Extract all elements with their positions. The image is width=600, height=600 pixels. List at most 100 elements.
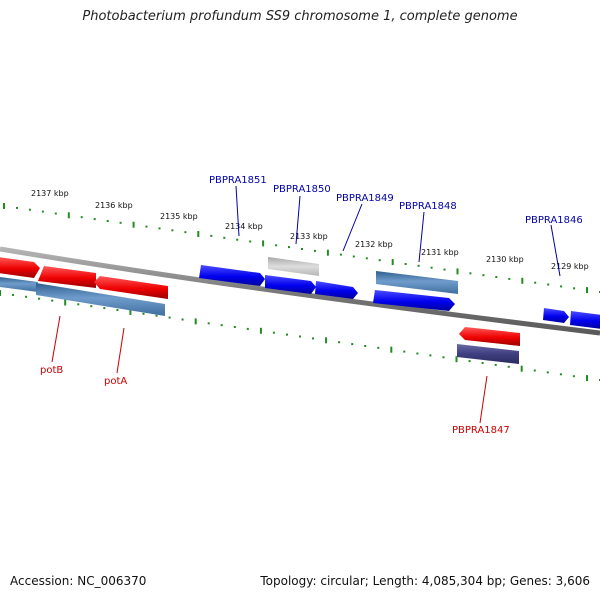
scale-minor-tick bbox=[51, 299, 54, 302]
forward-gene-next[interactable] bbox=[570, 311, 600, 329]
scale-minor-tick bbox=[25, 295, 28, 298]
scale-minor-tick bbox=[103, 307, 106, 310]
forward-gene-PBPRA1849[interactable] bbox=[315, 281, 358, 299]
scale-label: 2137 kbp bbox=[31, 189, 69, 198]
scale-minor-tick bbox=[142, 312, 145, 315]
scale-minor-tick bbox=[90, 305, 93, 308]
scale-label: 2130 kbp bbox=[486, 255, 524, 264]
cds-block-PBPRA1848[interactable] bbox=[376, 271, 458, 294]
gene-label-potB[interactable]: potB bbox=[40, 365, 63, 376]
scale-minor-tick bbox=[403, 350, 406, 353]
scale-major-tick bbox=[456, 268, 459, 275]
leader-line bbox=[550, 224, 561, 277]
scale-minor-tick bbox=[573, 287, 576, 290]
scale-minor-tick bbox=[246, 327, 249, 330]
cds-block-PBPRA1847[interactable] bbox=[457, 344, 519, 364]
scale-minor-tick bbox=[155, 314, 158, 317]
scale-minor-tick bbox=[338, 341, 341, 344]
scale-label: 2135 kbp bbox=[160, 212, 198, 221]
accession-text: Accession: NC_006370 bbox=[10, 574, 147, 588]
scale-major-tick bbox=[325, 337, 328, 344]
scale-minor-tick bbox=[299, 335, 301, 338]
scale-major-tick bbox=[586, 287, 588, 294]
map-title: Photobacterium profundum SS9 chromosome … bbox=[82, 9, 518, 24]
scale-minor-tick bbox=[41, 210, 44, 213]
scale-minor-tick bbox=[16, 206, 18, 209]
scale-minor-tick bbox=[38, 297, 41, 300]
pseudo-gene-PBPRA1850[interactable] bbox=[268, 257, 319, 276]
scale-minor-tick bbox=[416, 352, 419, 355]
scale-minor-tick bbox=[404, 263, 407, 265]
gene-label-PBPRA1850[interactable]: PBPRA1850 bbox=[273, 184, 331, 195]
scale-minor-tick bbox=[301, 248, 303, 250]
scale-label: 2136 kbp bbox=[95, 201, 133, 210]
scale-minor-tick bbox=[312, 337, 314, 340]
forward-gene-PBPRA1846[interactable] bbox=[543, 308, 569, 323]
scale-minor-tick bbox=[223, 236, 226, 239]
reverse-gene-potA[interactable] bbox=[36, 266, 168, 316]
scale-minor-tick bbox=[207, 322, 210, 325]
scale-major-tick bbox=[64, 299, 67, 306]
gene-label-PBPRA1847[interactable]: PBPRA1847 bbox=[452, 425, 510, 436]
gene-label-PBPRA1848[interactable]: PBPRA1848 bbox=[399, 201, 457, 212]
leader-line bbox=[235, 185, 240, 237]
scale-minor-tick bbox=[559, 373, 562, 376]
forward-gene-PBPRA1850[interactable] bbox=[265, 275, 316, 294]
gene-label-PBPRA1849[interactable]: PBPRA1849 bbox=[336, 193, 394, 204]
leader-line bbox=[116, 327, 125, 374]
scale-minor-tick bbox=[275, 244, 278, 247]
gene-label-PBPRA1846[interactable]: PBPRA1846 bbox=[525, 215, 583, 226]
scale-major-tick bbox=[390, 346, 393, 353]
scale-minor-tick bbox=[547, 283, 550, 286]
scale-minor-tick bbox=[469, 272, 472, 275]
forward-gene-PBPRA1848[interactable] bbox=[373, 290, 455, 311]
scale-label: 2132 kbp bbox=[355, 240, 393, 249]
reverse-gene-PBPRA1847[interactable] bbox=[459, 327, 520, 346]
scale-minor-tick bbox=[351, 343, 354, 346]
scale-minor-tick bbox=[168, 316, 171, 319]
gene-label-potA[interactable]: potA bbox=[104, 376, 127, 387]
scale-major-tick bbox=[0, 290, 1, 296]
scale-label: 2133 kbp bbox=[290, 232, 328, 241]
scale-minor-tick bbox=[468, 360, 471, 363]
scale-minor-tick bbox=[116, 309, 119, 311]
scale-major-tick bbox=[259, 327, 262, 334]
scale-minor-tick bbox=[210, 234, 213, 237]
leader-line bbox=[51, 315, 61, 363]
scale-minor-tick bbox=[145, 225, 148, 228]
scale-minor-tick bbox=[314, 249, 316, 252]
scale-minor-tick bbox=[572, 375, 575, 378]
scale-minor-tick bbox=[106, 220, 109, 222]
scale-label: 2134 kbp bbox=[225, 222, 263, 231]
scale-minor-tick bbox=[534, 281, 537, 284]
scale-major-tick bbox=[194, 318, 197, 325]
scale-minor-tick bbox=[80, 216, 83, 219]
scale-minor-tick bbox=[288, 246, 290, 249]
scale-ruler-inner bbox=[0, 290, 600, 382]
gene-label-PBPRA1851[interactable]: PBPRA1851 bbox=[209, 175, 267, 186]
scale-minor-tick bbox=[482, 274, 485, 277]
topology-text: Topology: circular; Length: 4,085,304 bp… bbox=[260, 574, 590, 588]
scale-major-tick bbox=[197, 231, 200, 237]
scale-minor-tick bbox=[378, 259, 381, 262]
scale-label: 2129 kbp bbox=[551, 262, 589, 271]
scale-minor-tick bbox=[443, 268, 446, 271]
scale-minor-tick bbox=[181, 318, 184, 321]
scale-minor-tick bbox=[364, 345, 367, 347]
scale-minor-tick bbox=[417, 264, 420, 267]
forward-gene-PBPRA1851[interactable] bbox=[199, 265, 265, 286]
scale-major-tick bbox=[67, 212, 70, 219]
scale-major-tick bbox=[521, 277, 524, 284]
scale-minor-tick bbox=[533, 369, 536, 372]
scale-minor-tick bbox=[119, 221, 122, 224]
scale-ruler-outer bbox=[3, 203, 600, 294]
scale-major-tick bbox=[391, 259, 394, 266]
reverse-gene-potB[interactable] bbox=[0, 257, 40, 292]
scale-minor-tick bbox=[430, 266, 433, 269]
scale-minor-tick bbox=[352, 255, 355, 258]
scale-minor-tick bbox=[339, 253, 342, 256]
scale-minor-tick bbox=[54, 212, 57, 215]
scale-minor-tick bbox=[77, 303, 80, 306]
scale-minor-tick bbox=[93, 218, 96, 221]
